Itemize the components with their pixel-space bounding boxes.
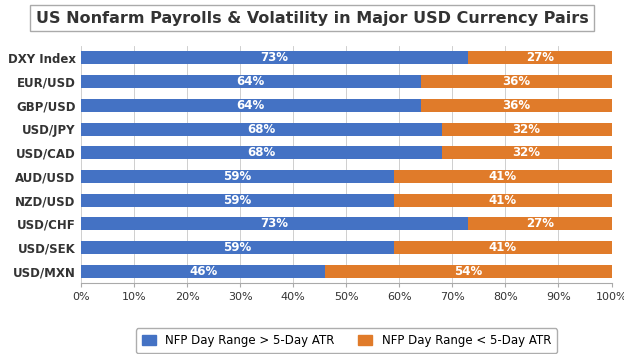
Text: 46%: 46% [189,265,217,278]
Text: 36%: 36% [502,99,530,112]
Text: 41%: 41% [489,241,517,254]
Bar [394,194,612,207]
Bar [81,241,394,254]
Text: US Nonfarm Payrolls & Volatility in Major USD Currency Pairs: US Nonfarm Payrolls & Volatility in Majo… [36,11,588,25]
Bar [81,194,394,207]
Bar [442,146,612,159]
Text: 59%: 59% [223,241,251,254]
Text: 64%: 64% [236,75,265,88]
Bar [468,51,612,64]
Bar [81,51,468,64]
Text: 27%: 27% [526,217,554,230]
Bar [81,122,442,136]
Text: 68%: 68% [247,122,276,136]
Text: 32%: 32% [513,146,540,159]
Text: 73%: 73% [261,51,289,64]
Text: 41%: 41% [489,194,517,207]
Bar [81,75,421,88]
Text: 32%: 32% [513,122,540,136]
Text: 59%: 59% [223,170,251,183]
Bar [81,99,421,112]
Bar [81,265,325,278]
Text: 54%: 54% [454,265,482,278]
Bar [421,75,612,88]
Bar [325,265,612,278]
Text: 36%: 36% [502,75,530,88]
Text: 41%: 41% [489,170,517,183]
Text: 59%: 59% [223,194,251,207]
Text: 64%: 64% [236,99,265,112]
Text: 27%: 27% [526,51,554,64]
Bar [81,170,394,183]
Bar [394,170,612,183]
Text: 68%: 68% [247,146,276,159]
Bar [394,241,612,254]
Legend: NFP Day Range > 5-Day ATR, NFP Day Range < 5-Day ATR: NFP Day Range > 5-Day ATR, NFP Day Range… [135,329,557,353]
Bar [421,99,612,112]
Bar [81,146,442,159]
Bar [81,217,468,230]
Bar [468,217,612,230]
Text: 73%: 73% [261,217,289,230]
Bar [442,122,612,136]
